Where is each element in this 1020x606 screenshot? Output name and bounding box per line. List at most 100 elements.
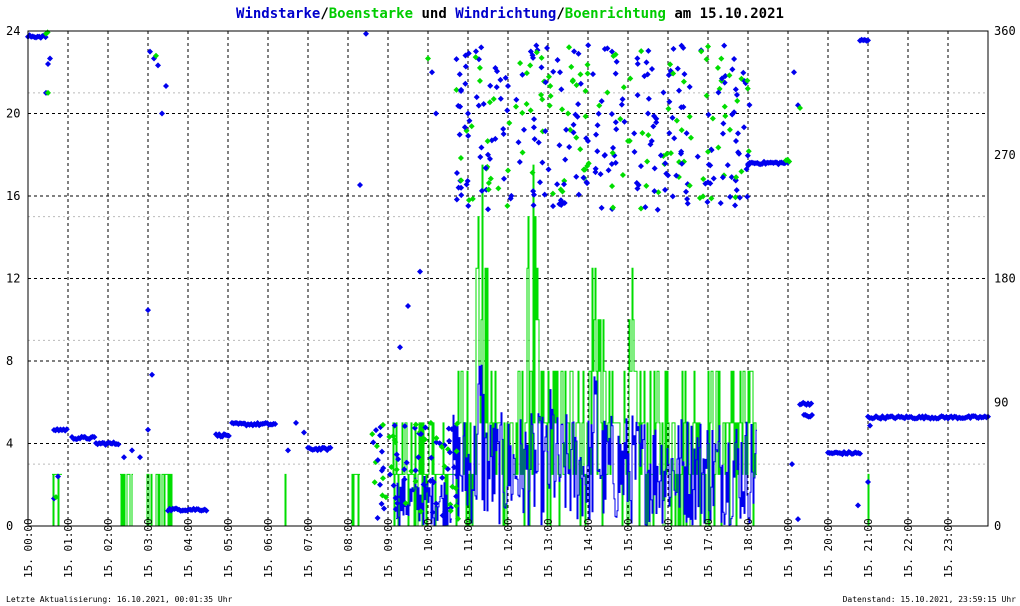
- grid: [28, 31, 988, 526]
- wind-direction-marker: [500, 130, 507, 137]
- x-tick-label: 15. 06:00: [262, 518, 275, 578]
- wind-direction-marker: [651, 165, 658, 172]
- wind-direction-marker: [395, 456, 402, 463]
- wind-direction-marker: [612, 119, 619, 126]
- wind-direction-marker: [537, 179, 543, 186]
- wind-direction-marker: [544, 44, 551, 51]
- gust-direction-marker: [391, 437, 398, 444]
- gust-direction-marker: [458, 177, 465, 184]
- gust-direction-marker: [421, 436, 428, 443]
- wind-direction-marker: [855, 502, 861, 509]
- gust-direction-marker: [744, 77, 751, 84]
- wind-direction-marker: [645, 95, 652, 102]
- wind-direction-marker: [462, 63, 469, 70]
- wind-direction-marker: [293, 419, 299, 426]
- wind-direction-marker: [686, 83, 693, 90]
- gust-direction-marker: [680, 78, 687, 85]
- wind-direction-marker: [671, 135, 678, 142]
- wind-direction-marker: [717, 200, 724, 207]
- gust-direction-marker: [527, 107, 534, 114]
- x-tick-label: 15. 15:00: [622, 518, 635, 578]
- wind-direction-marker: [145, 426, 151, 433]
- wind-direction-marker: [541, 191, 548, 198]
- wind-direction-marker: [683, 188, 690, 195]
- wind-direction-marker: [809, 412, 815, 419]
- gust-direction-marker: [402, 500, 409, 507]
- wind-direction-marker: [458, 192, 465, 199]
- wind-direction-marker: [562, 156, 569, 163]
- wind-direction-marker: [561, 181, 568, 188]
- wind-direction-marker: [439, 512, 446, 519]
- wind-direction-marker: [666, 98, 673, 105]
- y-left-tick-label: 24: [6, 24, 20, 38]
- wind-direction-marker: [554, 181, 561, 188]
- gust-direction-marker: [667, 150, 674, 157]
- gust-direction-marker: [584, 70, 591, 77]
- x-tick-label: 15. 00:00: [22, 518, 35, 578]
- gust-direction-marker: [517, 60, 524, 67]
- title-part: Boenrichtung: [565, 6, 666, 22]
- wind-direction-marker: [653, 115, 660, 122]
- x-tick-label: 15. 13:00: [542, 518, 555, 578]
- x-tick-label: 15. 14:00: [582, 518, 595, 578]
- wind-direction-marker: [387, 471, 394, 478]
- wind-direction-marker: [808, 400, 815, 407]
- gust-direction-marker: [577, 71, 584, 78]
- gust-direction-marker: [533, 49, 540, 56]
- wind-direction-marker: [531, 116, 538, 123]
- gust-direction-marker: [484, 138, 491, 145]
- wind-direction-marker: [702, 180, 709, 187]
- gust-direction-marker: [721, 103, 728, 110]
- wind-direction-marker: [550, 68, 557, 75]
- gust-direction-marker: [427, 419, 434, 426]
- wind-direction-marker: [583, 179, 590, 186]
- wind-direction-marker: [147, 48, 153, 55]
- wind-direction-marker: [721, 42, 728, 49]
- wind-direction-marker: [482, 164, 489, 171]
- wind-direction-marker: [500, 126, 507, 133]
- wind-direction-marker: [513, 96, 520, 103]
- gust-direction-marker: [705, 43, 712, 50]
- x-tick-label: 15. 19:00: [782, 518, 795, 578]
- gust-direction-marker: [465, 197, 472, 204]
- wind-direction-marker: [631, 148, 638, 155]
- wind-direction-marker: [570, 129, 577, 136]
- wind-direction-marker: [538, 64, 545, 71]
- wind-direction-marker: [502, 74, 509, 81]
- x-tick-label: 15. 16:00: [662, 518, 675, 578]
- gust-direction-marker: [412, 478, 419, 485]
- gust-direction-marker: [433, 435, 440, 442]
- gust-speed-line: [120, 473, 133, 527]
- gust-direction-marker: [568, 63, 575, 70]
- gust-direction-marker: [620, 84, 627, 91]
- gust-direction-marker: [549, 190, 556, 197]
- wind-direction-marker: [556, 200, 563, 207]
- wind-direction-marker: [530, 202, 537, 209]
- wind-direction-marker: [735, 149, 742, 156]
- wind-direction-marker: [566, 144, 573, 151]
- gust-direction-marker: [453, 502, 460, 509]
- gust-direction-marker: [388, 463, 395, 470]
- wind-direction-marker: [719, 130, 726, 137]
- wind-direction-marker: [595, 110, 602, 117]
- x-tick-label: 15. 07:00: [302, 518, 315, 578]
- gust-direction-marker: [373, 443, 380, 450]
- wind-direction-marker: [608, 110, 615, 117]
- wind-direction-marker: [203, 507, 210, 514]
- title-part: Windrichtung: [455, 6, 556, 22]
- wind-direction-marker: [736, 194, 743, 201]
- wind-direction-marker: [631, 130, 638, 137]
- wind-direction-marker: [545, 166, 552, 173]
- wind-direction-marker: [707, 180, 714, 187]
- wind-direction-marker: [418, 430, 425, 437]
- wind-direction-marker: [401, 466, 408, 473]
- gust-direction-marker: [379, 475, 386, 482]
- gust-direction-marker: [505, 167, 512, 174]
- x-tick-label: 15. 03:00: [142, 518, 155, 578]
- wind-direction-marker: [478, 144, 485, 151]
- title-part: /: [556, 6, 564, 22]
- gust-direction-marker: [457, 155, 464, 162]
- wind-direction-marker: [732, 202, 739, 209]
- gust-direction-marker: [538, 91, 545, 98]
- x-tick-label: 15. 04:00: [182, 518, 195, 578]
